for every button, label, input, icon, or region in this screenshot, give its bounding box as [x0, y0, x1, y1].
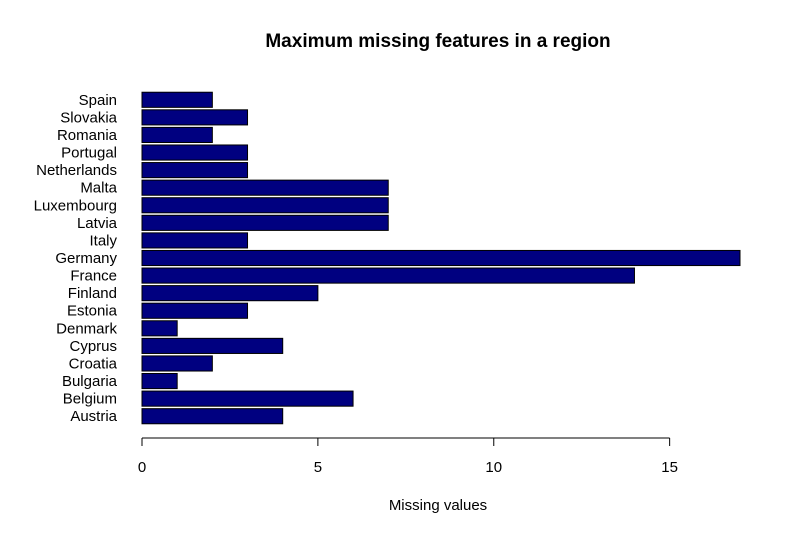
category-label-estonia: Estonia: [67, 303, 118, 320]
category-label-luxembourg: Luxembourg: [34, 197, 117, 214]
x-tick-label-15: 15: [661, 459, 678, 476]
bar-bulgaria: [141, 372, 178, 390]
bar-slovakia: [141, 109, 249, 126]
bar-romania: [141, 126, 213, 144]
category-label-malta: Malta: [80, 180, 117, 197]
bar-croatia: [141, 355, 213, 372]
bar-estonia: [141, 302, 249, 319]
bar-austria: [141, 408, 284, 425]
category-label-slovakia: Slovakia: [60, 109, 117, 126]
bar-denmark: [141, 320, 178, 337]
category-label-belgium: Belgium: [63, 391, 117, 408]
category-label-italy: Italy: [89, 232, 117, 249]
category-label-austria: Austria: [70, 408, 117, 425]
category-label-cyprus: Cyprus: [69, 338, 117, 355]
bar-italy: [141, 232, 249, 249]
bar-finland: [141, 285, 319, 302]
chart-title: Maximum missing features in a region: [265, 31, 610, 52]
category-label-france: France: [70, 268, 117, 285]
bar-portugal: [141, 144, 249, 161]
x-tick-label-10: 10: [485, 459, 502, 476]
bar-malta: [141, 179, 389, 196]
x-axis: 0 5 10 15: [138, 437, 678, 476]
category-label-portugal: Portugal: [61, 145, 117, 162]
x-tick-label-5: 5: [314, 459, 322, 476]
category-label-romania: Romania: [57, 127, 118, 144]
category-label-finland: Finland: [68, 285, 117, 302]
x-axis-title: Missing values: [389, 497, 487, 514]
category-label-latvia: Latvia: [77, 215, 118, 232]
bar-france: [141, 267, 635, 284]
category-label-croatia: Croatia: [69, 355, 118, 372]
bar-netherlands: [141, 162, 249, 179]
bar-spain: [141, 91, 213, 108]
bar-latvia: [141, 214, 389, 231]
bar-belgium: [141, 390, 354, 407]
x-tick-label-0: 0: [138, 459, 146, 476]
category-label-spain: Spain: [79, 92, 117, 109]
bar-germany: [141, 249, 741, 267]
category-label-bulgaria: Bulgaria: [62, 373, 118, 390]
category-label-netherlands: Netherlands: [36, 162, 117, 179]
category-label-denmark: Denmark: [56, 320, 117, 337]
bars-group: [141, 91, 741, 425]
bar-cyprus: [141, 337, 284, 354]
category-labels: AustriaBelgiumBulgariaCroatiaCyprusDenma…: [34, 92, 118, 425]
bar-luxembourg: [141, 197, 389, 214]
category-label-germany: Germany: [55, 250, 117, 267]
